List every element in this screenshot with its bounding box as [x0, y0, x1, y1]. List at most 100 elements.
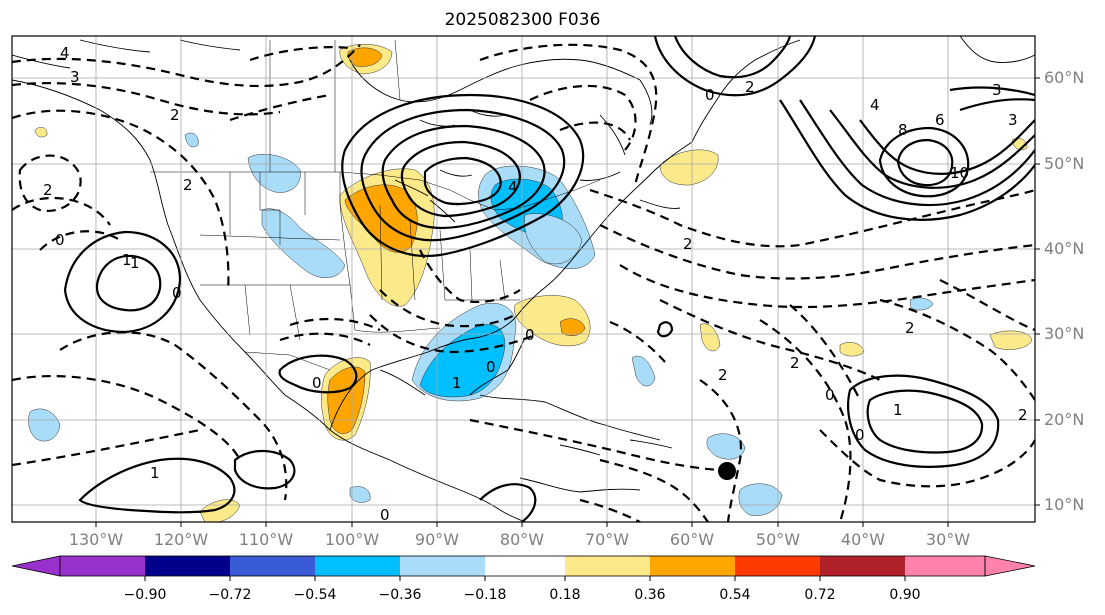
colorbar-label: 0.54 — [719, 587, 750, 603]
contour-label: 0 — [312, 374, 322, 392]
colorbar-label: 0.36 — [634, 587, 665, 603]
contour-label: 0 — [855, 426, 865, 444]
blue-area-atlantic-3 — [909, 297, 934, 311]
contour-label: 2 — [183, 176, 193, 194]
colorbar-label: 0.72 — [804, 587, 835, 603]
lat-tick-label: 10°N — [1044, 495, 1084, 514]
colorbar-segment — [820, 556, 905, 576]
contour-label: 4 — [870, 96, 880, 114]
negative-contours — [12, 43, 1035, 522]
blue-area-carolina — [524, 213, 583, 265]
lon-tick-label: 50°W — [756, 530, 800, 549]
yellow-area-east-atlantic — [989, 330, 1033, 350]
lon-tick-label: 110°W — [239, 530, 294, 549]
contour-label: 2 — [790, 354, 800, 372]
yellow-area-newfoundland — [659, 149, 719, 186]
lon-tick-label: 130°W — [69, 530, 124, 549]
contour-label: 3 — [992, 81, 1002, 99]
colorbar-extend-low — [11, 555, 61, 577]
map-background — [12, 36, 1035, 522]
contour-label: 0 — [55, 231, 65, 249]
contour-label: 6 — [935, 111, 945, 129]
marker-dot — [718, 462, 736, 480]
lat-tick-label: 20°N — [1044, 410, 1084, 429]
colorbar-segment — [485, 556, 565, 576]
lon-tick-label: 100°W — [325, 530, 380, 549]
colorbar: −0.90 −0.72 −0.54 −0.36 −0.18 0.18 0.36 … — [11, 555, 1036, 603]
colorbar-segment — [315, 556, 400, 576]
colorbar-segment — [735, 556, 820, 576]
lat-tick-label: 50°N — [1044, 154, 1084, 173]
colorbar-label: 0.90 — [889, 587, 920, 603]
contour-label: 2 — [745, 78, 755, 96]
orange-area-southeast — [559, 318, 586, 336]
orange-area-canada-north — [347, 47, 383, 67]
coastlines — [12, 36, 1035, 522]
colorbar-label: 0.18 — [549, 587, 580, 603]
contour-label: 4 — [508, 178, 518, 196]
contour-label: 10 — [950, 164, 969, 182]
contour-label: 0 — [380, 506, 390, 524]
blue-area-west — [28, 408, 61, 442]
contour-label: 2 — [905, 319, 915, 337]
yellow-area-mid-atlantic — [839, 342, 865, 357]
contour-label: 2 — [43, 181, 53, 199]
contour-label: 1 — [150, 464, 160, 482]
lon-tick-label: 90°W — [415, 530, 459, 549]
map-title: 2025082300 F036 — [444, 10, 601, 30]
lon-tick-label: 80°W — [500, 530, 544, 549]
colorbar-segment — [145, 556, 230, 576]
contour-label: 1 — [452, 374, 462, 392]
colorbar-label: −0.18 — [464, 587, 507, 603]
blue-area-atlantic-1 — [706, 433, 746, 460]
lon-tick-labels: 130°W 120°W 110°W 100°W 90°W 80°W 70°W 6… — [69, 530, 970, 549]
map-frame — [11, 35, 1036, 523]
blue-area-northwest — [184, 132, 199, 148]
lat-tick-label: 60°N — [1044, 68, 1084, 87]
lat-tick-labels: 10°N 20°N 30°N 40°N 50°N 60°N — [1044, 68, 1084, 514]
lon-tick-label: 70°W — [585, 530, 629, 549]
contour-label: 2 — [718, 366, 728, 384]
contour-label: 8 — [898, 121, 908, 139]
blue-area-caribbean — [631, 355, 656, 387]
lon-tick-label: 120°W — [154, 530, 209, 549]
positive-contours — [63, 36, 1035, 522]
colorbar-extend-high — [984, 555, 1036, 577]
lat-tick-label: 30°N — [1044, 324, 1084, 343]
lon-tick-label: 60°W — [670, 530, 714, 549]
contour-labels: 4 3 2 2 0 2 1 0 2 0 1 0 1 0 2 0 4 6 8 10… — [43, 44, 1028, 524]
contour-label: 0 — [172, 284, 182, 302]
colorbar-segment — [905, 556, 985, 576]
colorbar-segment — [400, 556, 485, 576]
colorbar-frame — [59, 555, 986, 577]
lon-tick-label: 30°W — [926, 530, 970, 549]
contour-label: 2 — [170, 106, 180, 124]
colorbar-label: −0.90 — [124, 587, 167, 603]
blue-area-atlantic-2 — [738, 483, 783, 516]
contour-label: 0 — [525, 326, 535, 344]
contour-label: 1 — [893, 401, 903, 419]
contour-label: 2 — [683, 235, 693, 253]
colorbar-label: −0.54 — [294, 587, 337, 603]
contour-label: 0 — [705, 86, 715, 104]
political-borders — [150, 39, 601, 371]
contour-label: 1 — [130, 254, 140, 272]
blue-area-plains — [261, 208, 346, 278]
tick-marks — [95, 77, 1040, 527]
lon-tick-label: 40°W — [841, 530, 885, 549]
colorbar-segment — [230, 556, 315, 576]
contour-label: 1 — [122, 251, 132, 269]
contour-label: 3 — [70, 68, 80, 86]
contour-label: 3 — [1008, 111, 1018, 129]
colorbar-segment — [565, 556, 650, 576]
colorbar-segment — [650, 556, 735, 576]
colorbar-label: −0.72 — [209, 587, 252, 603]
contour-label: 0 — [486, 358, 496, 376]
contour-label: 2 — [1018, 406, 1028, 424]
lat-tick-label: 40°N — [1044, 239, 1084, 258]
contour-label: 4 — [60, 44, 70, 62]
yellow-area-alaska — [34, 127, 48, 138]
yellow-area-antilles — [699, 323, 721, 352]
colorbar-label: −0.36 — [379, 587, 422, 603]
